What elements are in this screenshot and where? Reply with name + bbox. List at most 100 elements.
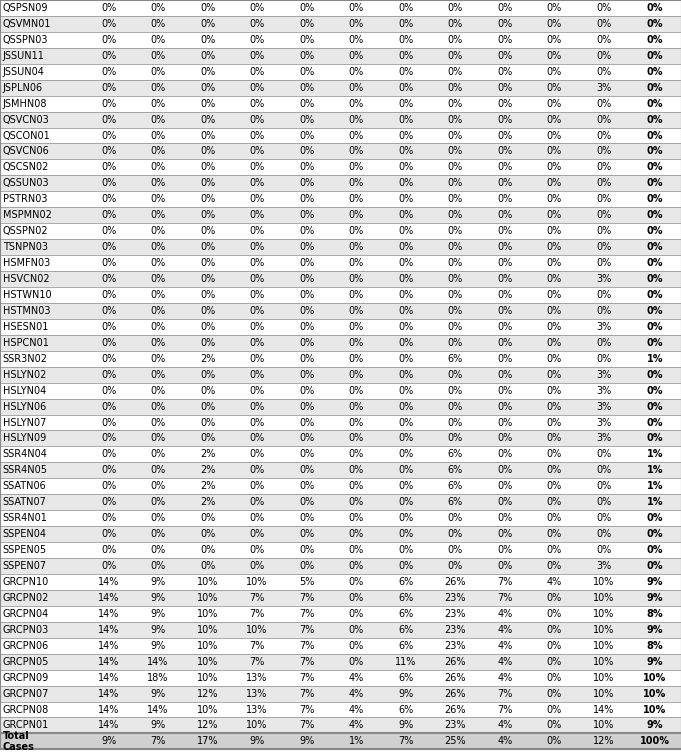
Text: 0%: 0% <box>249 306 265 316</box>
Text: 0%: 0% <box>101 465 116 475</box>
Bar <box>0 207 681 223</box>
Text: 0%: 0% <box>151 35 165 44</box>
Text: 0%: 0% <box>151 179 165 188</box>
Text: 0%: 0% <box>349 115 364 124</box>
Text: 0%: 0% <box>547 354 562 363</box>
Text: HSLYN04: HSLYN04 <box>3 385 46 396</box>
Text: 0%: 0% <box>447 418 463 428</box>
Text: SSPEN07: SSPEN07 <box>3 561 47 571</box>
Text: 0%: 0% <box>200 3 215 13</box>
Text: 0%: 0% <box>398 210 413 220</box>
Text: 0%: 0% <box>299 195 314 204</box>
Text: 0%: 0% <box>249 99 265 109</box>
Bar <box>0 192 681 207</box>
Text: 6%: 6% <box>398 608 413 619</box>
Text: 2%: 2% <box>200 449 215 459</box>
Text: 0%: 0% <box>101 195 116 204</box>
Text: 10%: 10% <box>197 641 219 651</box>
Text: 0%: 0% <box>249 83 265 93</box>
Text: 7%: 7% <box>299 625 315 635</box>
Text: 0%: 0% <box>547 561 562 571</box>
Text: 0%: 0% <box>646 545 663 555</box>
Bar <box>0 319 681 335</box>
Text: 0%: 0% <box>249 162 265 173</box>
Text: 14%: 14% <box>98 608 119 619</box>
Text: 0%: 0% <box>497 290 512 300</box>
Text: 0%: 0% <box>249 258 265 268</box>
Text: 0%: 0% <box>249 179 265 188</box>
Bar <box>0 351 681 366</box>
Text: 0%: 0% <box>398 322 413 332</box>
Text: 0%: 0% <box>299 561 314 571</box>
Bar <box>0 143 681 159</box>
Text: HSLYN07: HSLYN07 <box>3 418 46 428</box>
Text: 0%: 0% <box>547 593 562 603</box>
Text: 0%: 0% <box>349 513 364 523</box>
Text: 0%: 0% <box>398 83 413 93</box>
Text: 0%: 0% <box>200 290 215 300</box>
Text: 0%: 0% <box>101 274 116 284</box>
Text: 0%: 0% <box>101 19 116 29</box>
Text: 0%: 0% <box>200 130 215 140</box>
Bar <box>0 303 681 319</box>
Text: 0%: 0% <box>646 35 663 44</box>
Text: 0%: 0% <box>151 146 165 157</box>
Text: 0%: 0% <box>349 67 364 77</box>
Text: 0%: 0% <box>547 369 562 380</box>
Text: QSSPN02: QSSPN02 <box>3 226 48 236</box>
Text: 0%: 0% <box>249 513 265 523</box>
Text: 0%: 0% <box>349 274 364 284</box>
Text: 0%: 0% <box>101 35 116 44</box>
Text: 4%: 4% <box>349 704 364 715</box>
Text: 4%: 4% <box>349 688 364 698</box>
Text: 0%: 0% <box>497 306 512 316</box>
Text: 0%: 0% <box>299 226 314 236</box>
Text: 0%: 0% <box>151 561 165 571</box>
Text: 0%: 0% <box>200 146 215 157</box>
Text: 0%: 0% <box>101 513 116 523</box>
Text: 0%: 0% <box>497 258 512 268</box>
Text: 0%: 0% <box>398 226 413 236</box>
Text: 0%: 0% <box>646 83 663 93</box>
Text: 0%: 0% <box>299 513 314 523</box>
Text: 0%: 0% <box>398 115 413 124</box>
Text: 0%: 0% <box>299 51 314 61</box>
Text: 0%: 0% <box>349 593 364 603</box>
Text: 0%: 0% <box>249 146 265 157</box>
Text: 7%: 7% <box>497 577 512 587</box>
Text: 9%: 9% <box>151 721 165 731</box>
Text: TSNPN03: TSNPN03 <box>3 242 48 252</box>
Text: 1%: 1% <box>646 497 663 507</box>
Text: 10%: 10% <box>643 704 667 715</box>
Text: 0%: 0% <box>349 99 364 109</box>
Text: QSVMN01: QSVMN01 <box>3 19 51 29</box>
Text: 6%: 6% <box>447 497 463 507</box>
Bar <box>0 335 681 351</box>
Text: 26%: 26% <box>445 673 466 682</box>
Bar <box>0 96 681 112</box>
Text: 0%: 0% <box>398 481 413 492</box>
Text: 10%: 10% <box>593 641 614 651</box>
Text: 0%: 0% <box>596 226 612 236</box>
Text: 0%: 0% <box>547 226 562 236</box>
Text: HSTWN10: HSTWN10 <box>3 290 51 300</box>
Text: 4%: 4% <box>547 577 562 587</box>
Text: 8%: 8% <box>646 641 663 651</box>
Bar <box>0 127 681 143</box>
Bar <box>0 366 681 383</box>
Bar <box>0 670 681 685</box>
Text: 0%: 0% <box>497 322 512 332</box>
Text: 0%: 0% <box>151 529 165 539</box>
Text: 0%: 0% <box>497 529 512 539</box>
Text: 0%: 0% <box>151 354 165 363</box>
Text: 0%: 0% <box>547 51 562 61</box>
Text: 0%: 0% <box>299 354 314 363</box>
Text: 0%: 0% <box>497 274 512 284</box>
Text: 0%: 0% <box>299 115 314 124</box>
Text: 9%: 9% <box>646 657 663 667</box>
Bar <box>0 495 681 510</box>
Text: 0%: 0% <box>349 641 364 651</box>
Text: 1%: 1% <box>646 449 663 459</box>
Bar <box>0 685 681 701</box>
Text: 0%: 0% <box>299 67 314 77</box>
